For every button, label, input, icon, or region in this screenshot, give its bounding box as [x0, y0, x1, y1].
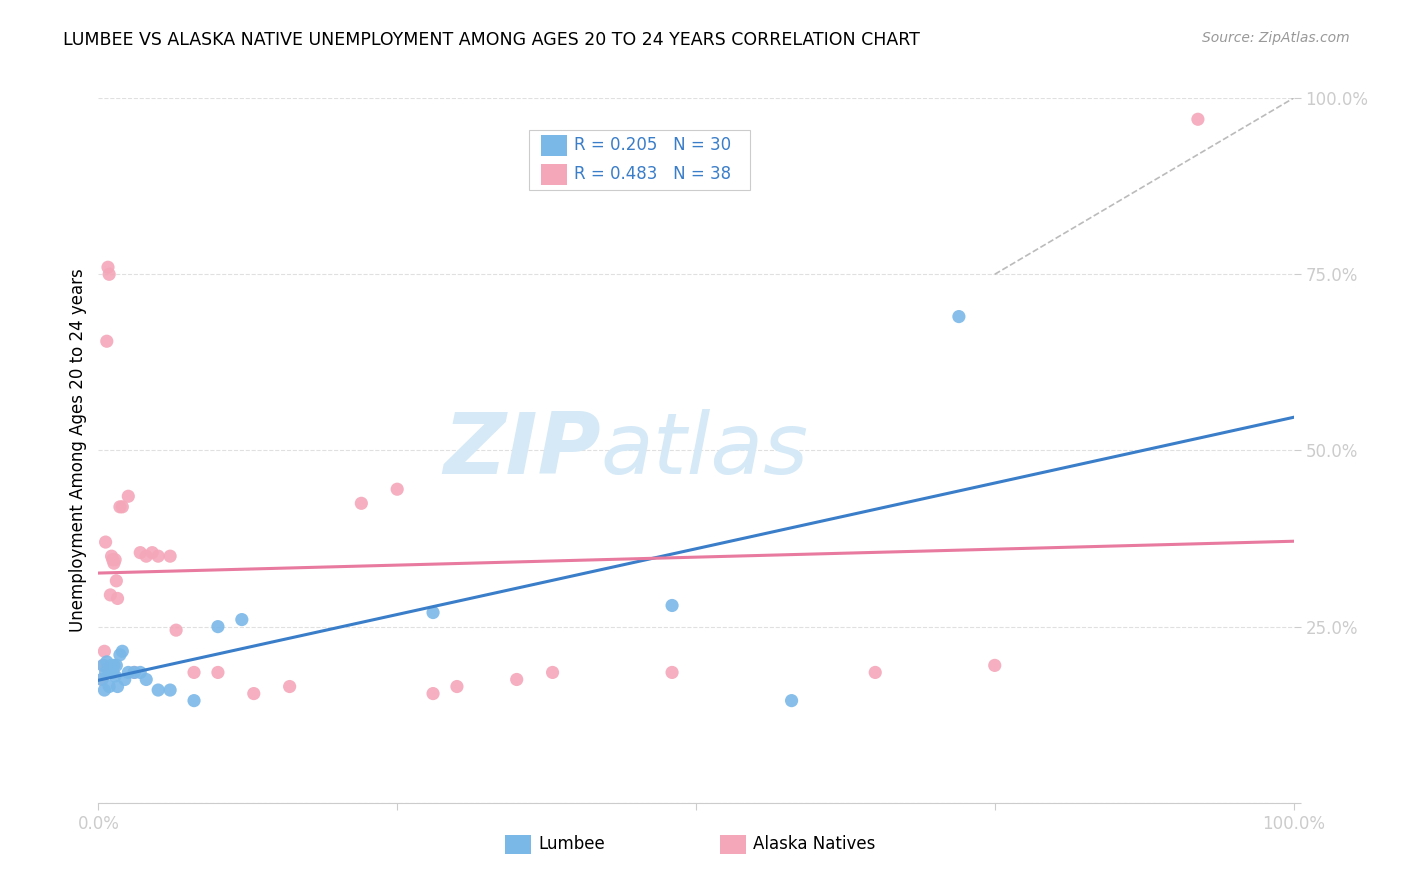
Point: [98, 665, 122, 680]
Point: [124, 665, 146, 680]
Y-axis label: Unemployment Among Ages 20 to 24 years: Unemployment Among Ages 20 to 24 years: [69, 268, 87, 632]
Point: [117, 489, 139, 503]
Point: [135, 549, 157, 564]
Point: [129, 546, 152, 560]
Point: [207, 619, 229, 633]
Point: [107, 591, 129, 606]
Point: [107, 680, 129, 694]
Point: [541, 665, 564, 680]
Text: LUMBEE VS ALASKA NATIVE UNEMPLOYMENT AMONG AGES 20 TO 24 YEARS CORRELATION CHART: LUMBEE VS ALASKA NATIVE UNEMPLOYMENT AMO…: [63, 31, 920, 49]
Point: [117, 665, 139, 680]
Point: [183, 665, 205, 680]
Text: Alaska Natives: Alaska Natives: [754, 836, 876, 854]
Point: [93, 644, 115, 658]
Point: [141, 546, 163, 560]
Point: [111, 500, 134, 514]
Bar: [720, 835, 747, 855]
Point: [446, 680, 468, 694]
Point: [108, 500, 131, 514]
Point: [91, 673, 114, 687]
Point: [105, 574, 128, 588]
Point: [129, 665, 152, 680]
Point: [94, 535, 117, 549]
Point: [111, 644, 134, 658]
Point: [124, 665, 146, 680]
Point: [91, 658, 114, 673]
Point: [350, 496, 373, 510]
Point: [96, 334, 118, 349]
Point: [865, 665, 887, 680]
Bar: [529, 130, 749, 190]
Point: [135, 673, 157, 687]
Point: [661, 665, 683, 680]
Point: [91, 658, 114, 673]
Point: [97, 260, 120, 275]
Point: [104, 552, 127, 566]
Point: [422, 687, 444, 701]
Text: atlas: atlas: [600, 409, 808, 492]
Point: [148, 549, 170, 564]
Text: ZIP: ZIP: [443, 409, 600, 492]
Text: R = 0.205   N = 30: R = 0.205 N = 30: [574, 136, 731, 154]
Point: [984, 658, 1007, 673]
Point: [207, 665, 229, 680]
Point: [101, 665, 124, 680]
Point: [183, 693, 205, 707]
Point: [98, 588, 122, 602]
Point: [104, 669, 127, 683]
Point: [105, 658, 128, 673]
Point: [93, 683, 115, 698]
Point: [506, 673, 529, 687]
Text: Source: ZipAtlas.com: Source: ZipAtlas.com: [1202, 31, 1350, 45]
Text: Lumbee: Lumbee: [538, 836, 605, 854]
Point: [101, 552, 124, 566]
Point: [780, 693, 803, 707]
Point: [96, 655, 118, 669]
Point: [108, 648, 131, 662]
Bar: [541, 163, 567, 185]
Point: [661, 599, 683, 613]
Point: [165, 623, 187, 637]
Text: R = 0.483   N = 38: R = 0.483 N = 38: [574, 165, 731, 183]
Point: [278, 680, 301, 694]
Point: [91, 673, 114, 687]
Point: [231, 613, 253, 627]
Bar: [505, 835, 531, 855]
Point: [148, 683, 170, 698]
Point: [243, 687, 266, 701]
Point: [422, 606, 444, 620]
Point: [159, 549, 181, 564]
Point: [94, 665, 117, 680]
Point: [385, 482, 409, 496]
Point: [114, 673, 136, 687]
Point: [103, 556, 125, 570]
Point: [98, 268, 121, 282]
Point: [159, 683, 181, 698]
Point: [103, 658, 125, 673]
Point: [100, 549, 122, 564]
Bar: [541, 135, 567, 156]
Point: [97, 662, 120, 676]
Point: [100, 658, 122, 673]
Point: [1187, 112, 1209, 127]
Point: [98, 680, 121, 694]
Point: [948, 310, 970, 324]
